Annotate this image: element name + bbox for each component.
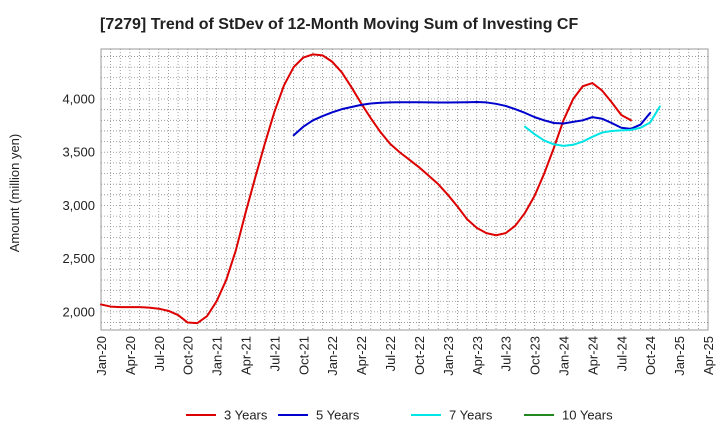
x-tick-label: Apr-23 (470, 336, 485, 375)
plot-frame (100, 48, 709, 331)
x-tick-label: Jan-25 (672, 336, 687, 376)
x-tick-label: Jul-20 (152, 336, 167, 371)
y-axis-label: Amount (million yen) (7, 134, 22, 253)
legend-label-3-years: 3 Years (224, 408, 268, 423)
legend-label-10-years: 10 Years (562, 408, 613, 423)
chart-title: [7279] Trend of StDev of 12-Month Moving… (100, 16, 578, 33)
series-line-3-years (100, 53, 632, 325)
y-tick-label: 2,000 (62, 304, 95, 319)
x-tick-label: Oct-22 (412, 336, 427, 375)
plot-area (100, 48, 709, 331)
x-tick-label: Oct-21 (296, 336, 311, 375)
legend: 3 Years 5 Years 7 Years 10 Years (186, 408, 613, 423)
x-tick-label: Apr-25 (701, 336, 716, 375)
x-tick-label: Jul-22 (383, 336, 398, 371)
x-tick-label: Oct-23 (528, 336, 543, 375)
grid (101, 49, 708, 330)
x-tick-label: Jan-20 (94, 336, 109, 376)
x-tick-label: Oct-20 (181, 336, 196, 375)
x-tick-label: Apr-22 (354, 336, 369, 375)
x-tick-label: Jan-24 (556, 336, 571, 376)
x-tick-label: Oct-24 (643, 336, 658, 375)
y-tick-label: 3,000 (62, 198, 95, 213)
x-tick-label: Apr-24 (585, 336, 600, 375)
series-lines (100, 53, 661, 325)
y-tick-label: 3,500 (62, 145, 95, 160)
legend-label-7-years: 7 Years (449, 408, 493, 423)
x-tick-label: Apr-21 (239, 336, 254, 375)
y-tick-label: 4,000 (62, 92, 95, 107)
x-tick-label: Jan-22 (325, 336, 340, 376)
x-tick-label: Apr-20 (123, 336, 138, 375)
legend-label-5-years: 5 Years (316, 408, 360, 423)
x-tick-label: Jul-24 (614, 336, 629, 371)
x-tick-label: Jul-23 (499, 336, 514, 371)
series-line-7-years (523, 105, 661, 147)
y-tick-label: 2,500 (62, 251, 95, 266)
x-tick-label: Jan-21 (210, 336, 225, 376)
series-line-5-years (292, 101, 652, 137)
y-axis: 2,000 2,500 3,000 3,500 4,000 (62, 92, 95, 320)
x-axis: Jan-20 Apr-20 Jul-20 Oct-20 Jan-21 Apr-21 Jul-… (94, 336, 716, 376)
x-tick-label: Jan-23 (441, 336, 456, 376)
x-tick-label: Jul-21 (267, 336, 282, 371)
